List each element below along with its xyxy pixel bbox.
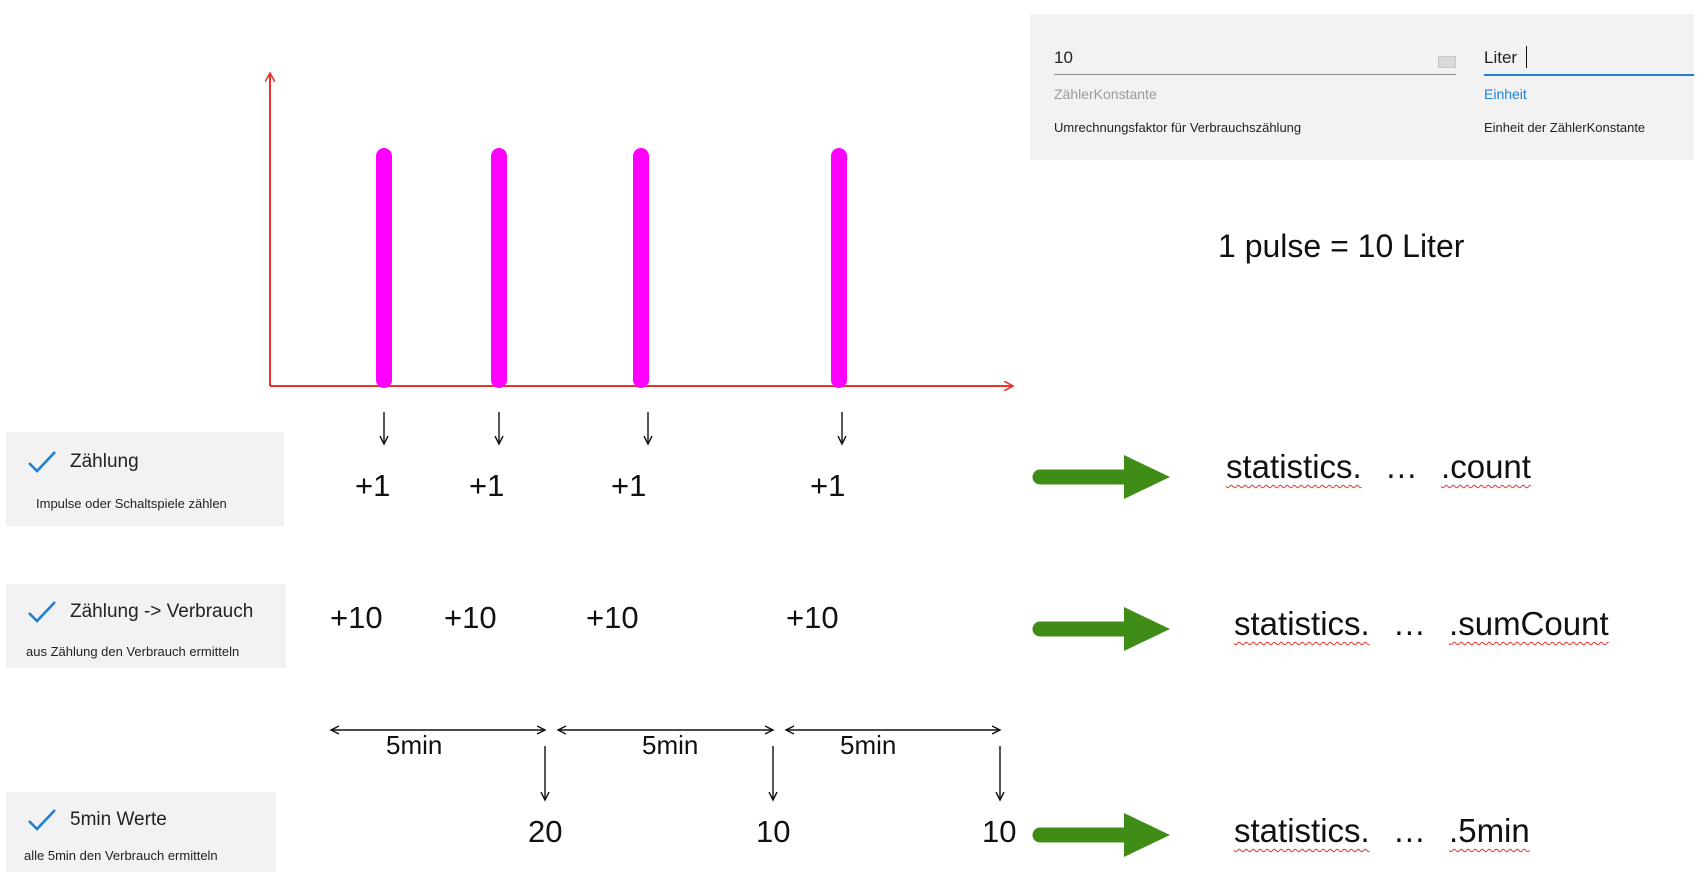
green-arrow-5min [1032, 813, 1170, 857]
statistics-sumcount: statistics. … .sumCount [1234, 605, 1609, 643]
stat-suffix: .count [1441, 448, 1531, 485]
option-title: 5min Werte [70, 809, 167, 830]
consumption-increment: +10 [330, 600, 383, 635]
interval-sum: 20 [528, 814, 563, 849]
consumption-increment: +10 [586, 600, 639, 635]
count-increment: +1 [355, 468, 391, 503]
factor-help: Umrechnungsfaktor für Verbrauchszählung [1054, 120, 1302, 135]
checkmark-icon[interactable] [26, 448, 58, 476]
unit-help: Einheit der ZählerKonstante [1484, 120, 1646, 135]
option-description: Impulse oder Schaltspiele zählen [36, 496, 227, 511]
interval-label: 5min [840, 730, 897, 760]
interval-label: 5min [642, 730, 699, 760]
checkmark-icon[interactable] [26, 598, 58, 626]
stat-suffix: .sumCount [1449, 605, 1609, 642]
option-description: aus Zählung den Verbrauch ermitteln [26, 644, 240, 659]
factor-label: ZählerKonstante [1054, 86, 1157, 102]
consumption-increment: +10 [786, 600, 839, 635]
checkmark-icon[interactable] [26, 806, 58, 834]
option-consumption-panel[interactable]: Zählung -> Verbrauch aus Zählung den Ver… [6, 584, 286, 668]
option-title: Zählung -> Verbrauch [70, 601, 254, 622]
consumption-increment: +10 [444, 600, 497, 635]
count-increment: +1 [469, 468, 505, 503]
unit-label: Einheit [1484, 86, 1527, 102]
stat-ellipsis: … [1392, 605, 1426, 642]
option-description: alle 5min den Verbrauch ermitteln [24, 848, 218, 863]
unit-input-value: Liter [1484, 48, 1518, 67]
settings-panel: 10 ZählerKonstante Umrechnungsfaktor für… [1030, 14, 1694, 160]
green-arrow-count [1032, 455, 1170, 499]
spinner-icon[interactable] [1438, 56, 1456, 68]
stat-prefix: statistics. [1226, 448, 1362, 485]
stat-prefix: statistics. [1234, 605, 1370, 642]
stat-suffix: .5min [1449, 812, 1530, 849]
stat-ellipsis: … [1384, 448, 1418, 485]
option-title: Zählung [70, 451, 139, 472]
factor-input[interactable]: 10 [1054, 34, 1456, 75]
option-count-panel[interactable]: Zählung Impulse oder Schaltspiele zählen [6, 432, 284, 526]
green-arrow-sumcount [1032, 607, 1170, 651]
count-increment: +1 [810, 468, 846, 503]
pulse-equation: 1 pulse = 10 Liter [1218, 228, 1465, 264]
statistics-count: statistics. … .count [1226, 448, 1531, 486]
stat-ellipsis: … [1392, 812, 1426, 849]
stat-prefix: statistics. [1234, 812, 1370, 849]
text-caret [1526, 46, 1527, 68]
option-5min-panel[interactable]: 5min Werte alle 5min den Verbrauch ermit… [6, 792, 276, 872]
interval-label: 5min [386, 730, 443, 760]
unit-input[interactable]: Liter [1484, 34, 1694, 76]
interval-sum: 10 [982, 814, 1017, 849]
interval-sum: 10 [756, 814, 791, 849]
factor-input-value: 10 [1054, 48, 1073, 67]
statistics-5min: statistics. … .5min [1234, 812, 1530, 850]
count-increment: +1 [611, 468, 647, 503]
